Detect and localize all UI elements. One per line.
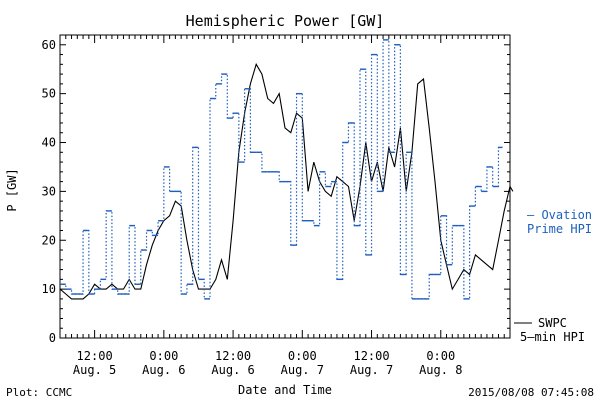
y-axis-label: P [GW] [5, 168, 19, 211]
x-tick-date-label: Aug. 7 [350, 363, 393, 377]
series-layer [59, 39, 514, 300]
x-tick-date-label: Aug. 5 [73, 363, 116, 377]
y-tick-label: 10 [42, 282, 56, 296]
x-axis-label: Date and Time [238, 383, 332, 397]
legend: — Ovation Prime HPI SWPC 5–min HPI [514, 208, 592, 344]
legend-ovation-line1: — Ovation [527, 208, 592, 222]
series-line [60, 39, 503, 300]
y-tick-label: 40 [42, 136, 56, 150]
legend-swpc-line1: SWPC [538, 316, 567, 330]
series-line [59, 62, 514, 300]
x-tick-date-label: Aug. 6 [211, 363, 254, 377]
footer-plot-credit: Plot: CCMC [6, 386, 72, 399]
y-tick-label: 50 [42, 87, 56, 101]
x-tick-time-label: 0:00 [149, 349, 178, 363]
x-tick-time-label: 0:00 [426, 349, 455, 363]
x-tick-date-label: Aug. 8 [419, 363, 462, 377]
x-tick-date-label: Aug. 6 [142, 363, 185, 377]
footer-timestamp: 2015/08/08 07:45:08 [468, 386, 594, 399]
legend-ovation-line2: Prime HPI [527, 222, 592, 236]
x-tick-time-label: 12:00 [353, 349, 389, 363]
series-swpc-5-min-hpi [59, 62, 514, 300]
x-tick-date-label: Aug. 7 [281, 363, 324, 377]
plot-frame [59, 34, 511, 339]
y-tick-label: 20 [42, 233, 56, 247]
y-tick-label: 60 [42, 38, 56, 52]
x-tick-time-label: 12:00 [215, 349, 251, 363]
y-tick-label: 30 [42, 184, 56, 198]
legend-swpc-line2: 5–min HPI [520, 330, 585, 344]
y-tick-label: 0 [49, 331, 56, 345]
y-axis-ticks: 0 10 20 30 40 50 60 [42, 38, 510, 345]
x-tick-time-label: 12:00 [77, 349, 113, 363]
chart-title: Hemispheric Power [GW] [186, 12, 385, 30]
series-ovation-prime-hpi [60, 39, 503, 300]
x-tick-time-label: 0:00 [288, 349, 317, 363]
